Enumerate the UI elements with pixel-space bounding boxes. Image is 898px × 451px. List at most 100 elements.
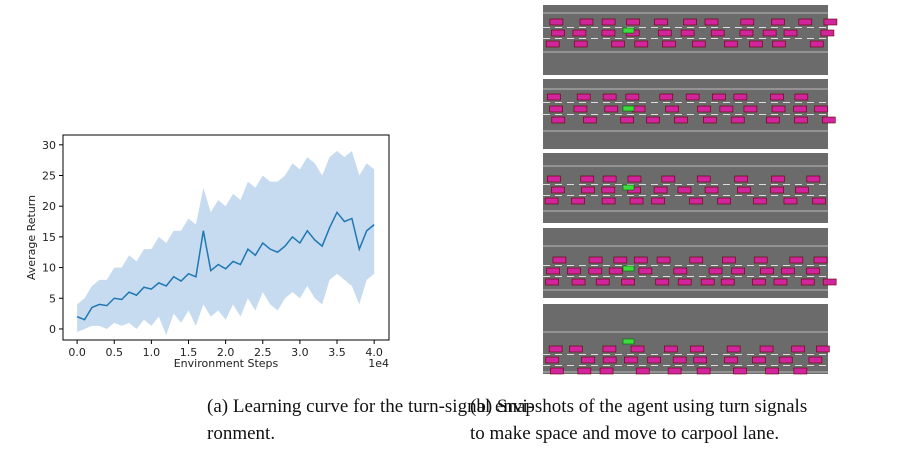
car (638, 267, 653, 275)
car (627, 175, 642, 183)
car (633, 256, 648, 264)
car (690, 345, 704, 353)
car (608, 267, 623, 275)
car (599, 367, 614, 375)
road (543, 228, 828, 298)
car (794, 116, 808, 124)
car (571, 197, 585, 205)
car (734, 175, 748, 183)
car (683, 18, 697, 26)
car (630, 345, 645, 353)
car (626, 18, 640, 26)
car (765, 367, 779, 375)
car (712, 93, 726, 101)
car (576, 93, 591, 101)
car (733, 367, 747, 375)
car (731, 267, 745, 275)
car (720, 278, 735, 286)
car (770, 93, 784, 101)
car (813, 256, 828, 264)
car (740, 18, 755, 26)
car (620, 116, 634, 124)
car (548, 345, 563, 353)
car (547, 175, 561, 183)
agent-car (622, 105, 635, 112)
car (696, 175, 711, 183)
car (583, 116, 597, 124)
agent-car (622, 27, 635, 34)
car (822, 116, 836, 124)
car (549, 18, 564, 26)
car (654, 18, 668, 26)
car (546, 267, 560, 275)
car (795, 186, 809, 194)
car (588, 267, 603, 275)
car (551, 186, 565, 194)
x-tick-label: 3.5 (328, 346, 346, 359)
car (691, 40, 706, 48)
car (822, 278, 837, 286)
caption-line: ronment. (207, 423, 276, 444)
car (806, 175, 821, 183)
car (689, 197, 703, 205)
car (700, 278, 715, 286)
car (816, 345, 830, 353)
y-tick-label: 25 (42, 170, 56, 183)
car (621, 278, 635, 286)
car (611, 40, 625, 48)
car (704, 186, 719, 194)
car (602, 345, 617, 353)
car (752, 356, 766, 364)
y-tick-label: 0 (49, 323, 56, 336)
car (791, 345, 805, 353)
road (543, 79, 828, 149)
car (765, 116, 780, 124)
car (823, 18, 838, 26)
car (545, 40, 560, 48)
car (551, 116, 566, 124)
car (743, 105, 758, 113)
y-tick-label: 5 (49, 292, 56, 305)
car (634, 40, 649, 48)
car (655, 278, 670, 286)
agent-car (622, 265, 635, 272)
car (568, 345, 583, 353)
car (579, 18, 594, 26)
car (762, 29, 777, 37)
car (703, 116, 717, 124)
car (549, 367, 564, 375)
car (552, 256, 567, 264)
x-tick-label: 2.5 (254, 346, 272, 359)
car (689, 256, 704, 264)
car (760, 267, 774, 275)
car (551, 29, 565, 37)
car (577, 367, 592, 375)
car (571, 278, 586, 286)
car (783, 197, 798, 205)
car (544, 197, 559, 205)
car (771, 105, 786, 113)
car (581, 186, 595, 194)
car (653, 186, 668, 194)
x-axis-label: Environment Steps (174, 357, 279, 370)
plot-frame (62, 134, 390, 341)
car (814, 105, 828, 113)
car (812, 197, 826, 205)
car (722, 256, 736, 264)
car (753, 197, 767, 205)
x-tick-label: 0.5 (105, 346, 123, 359)
y-tick-label: 10 (42, 262, 56, 275)
car (651, 197, 665, 205)
car (800, 278, 815, 286)
car (674, 116, 688, 124)
x-tick-label: 1.0 (143, 346, 161, 359)
x-tick-label: 2.0 (217, 346, 235, 359)
car (793, 367, 808, 375)
car (549, 105, 564, 113)
car (673, 267, 688, 275)
car (624, 356, 638, 364)
car (753, 256, 768, 264)
car (601, 186, 616, 194)
car (697, 105, 711, 113)
car (783, 29, 798, 37)
